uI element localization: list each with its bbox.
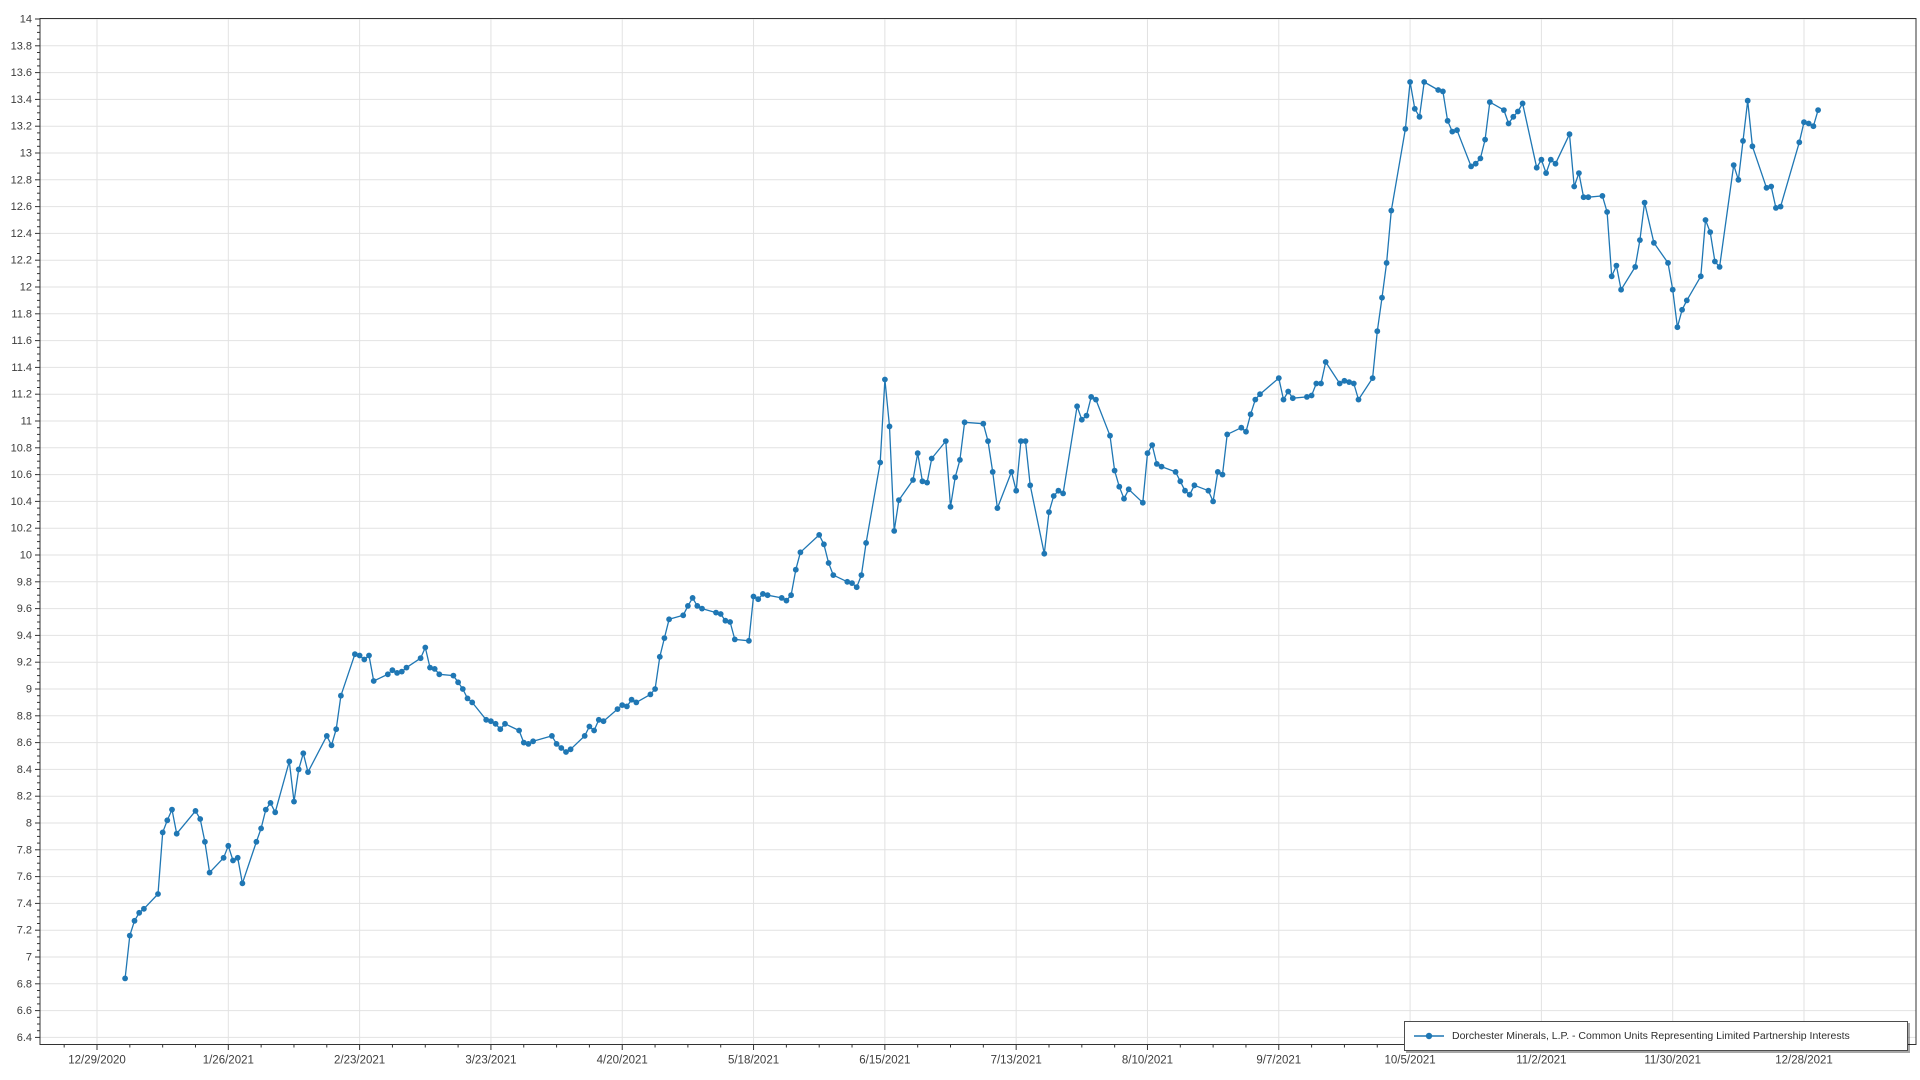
- svg-text:4/20/2021: 4/20/2021: [597, 1055, 648, 1067]
- svg-text:10: 10: [20, 550, 32, 562]
- svg-text:11/2/2021: 11/2/2021: [1516, 1055, 1566, 1067]
- svg-text:12: 12: [20, 282, 32, 294]
- svg-text:6/15/2021: 6/15/2021: [859, 1055, 910, 1067]
- x-axis-labels: 12/29/2020 1/26/2021 2/23/2021 3/23/2021 4/2…: [68, 1055, 1833, 1067]
- svg-text:13.6: 13.6: [11, 67, 32, 79]
- svg-text:2/23/2021: 2/23/2021: [334, 1055, 385, 1067]
- svg-text:6.8: 6.8: [17, 978, 32, 990]
- svg-text:8: 8: [26, 818, 32, 830]
- svg-text:13: 13: [20, 148, 32, 160]
- svg-text:9.2: 9.2: [17, 657, 32, 669]
- svg-text:13.8: 13.8: [11, 40, 32, 52]
- svg-text:11.4: 11.4: [11, 362, 32, 374]
- svg-text:3/23/2021: 3/23/2021: [465, 1055, 516, 1067]
- svg-text:11/30/2021: 11/30/2021: [1644, 1055, 1701, 1067]
- svg-text:7.8: 7.8: [17, 844, 32, 856]
- svg-text:11.6: 11.6: [11, 335, 32, 347]
- svg-text:14: 14: [20, 14, 32, 26]
- tick-marks: [35, 18, 1871, 1050]
- svg-text:13.4: 13.4: [11, 94, 32, 106]
- svg-text:12.8: 12.8: [11, 174, 32, 186]
- svg-text:12/29/2020: 12/29/2020: [68, 1055, 126, 1067]
- svg-text:13.2: 13.2: [11, 121, 32, 133]
- svg-text:9: 9: [26, 684, 32, 696]
- svg-text:1/26/2021: 1/26/2021: [203, 1055, 254, 1067]
- svg-text:10/5/2021: 10/5/2021: [1385, 1055, 1436, 1067]
- y-axis-labels: 14 13.8 13.6 13.4 13.2 13 12.8 12.6 12.4 12.2 12 11…: [11, 14, 32, 1044]
- svg-text:9.8: 9.8: [17, 576, 32, 588]
- svg-text:8.8: 8.8: [17, 710, 32, 722]
- svg-text:8.4: 8.4: [17, 764, 32, 776]
- svg-text:10.6: 10.6: [11, 469, 32, 481]
- series-line: [124, 81, 1819, 979]
- legend[interactable]: Dorchester Minerals, L.P. - Common Units…: [1404, 1021, 1908, 1051]
- svg-text:10.4: 10.4: [11, 496, 32, 508]
- svg-text:6.6: 6.6: [17, 1005, 32, 1017]
- svg-text:7.4: 7.4: [17, 898, 32, 910]
- svg-text:6.4: 6.4: [17, 1032, 32, 1044]
- svg-text:11: 11: [21, 416, 32, 428]
- svg-text:12/28/2021: 12/28/2021: [1775, 1055, 1833, 1067]
- svg-text:8/10/2021: 8/10/2021: [1122, 1055, 1173, 1067]
- svg-text:9.4: 9.4: [17, 630, 32, 642]
- svg-text:8.2: 8.2: [17, 791, 32, 803]
- svg-text:8.6: 8.6: [17, 737, 32, 749]
- svg-text:7.2: 7.2: [17, 925, 32, 937]
- svg-text:11.2: 11.2: [11, 389, 32, 401]
- svg-text:7/13/2021: 7/13/2021: [991, 1055, 1042, 1067]
- svg-text:11.8: 11.8: [11, 308, 32, 320]
- svg-text:7: 7: [26, 952, 32, 964]
- svg-text:12.2: 12.2: [11, 255, 32, 267]
- svg-text:7.6: 7.6: [17, 871, 32, 883]
- data-point-markers: [122, 79, 1821, 982]
- svg-text:9/7/2021: 9/7/2021: [1256, 1055, 1301, 1067]
- svg-text:9.6: 9.6: [17, 603, 32, 615]
- axes: [39, 18, 1917, 1045]
- svg-text:12.4: 12.4: [11, 228, 32, 240]
- legend-series-marker-icon: [1414, 1032, 1444, 1040]
- svg-text:12.6: 12.6: [11, 201, 32, 213]
- legend-series-label: Dorchester Minerals, L.P. - Common Units…: [1452, 1030, 1850, 1042]
- svg-text:5/18/2021: 5/18/2021: [728, 1055, 779, 1067]
- svg-text:10.8: 10.8: [11, 442, 32, 454]
- svg-text:10.2: 10.2: [11, 523, 32, 535]
- gridlines: [40, 18, 1916, 1045]
